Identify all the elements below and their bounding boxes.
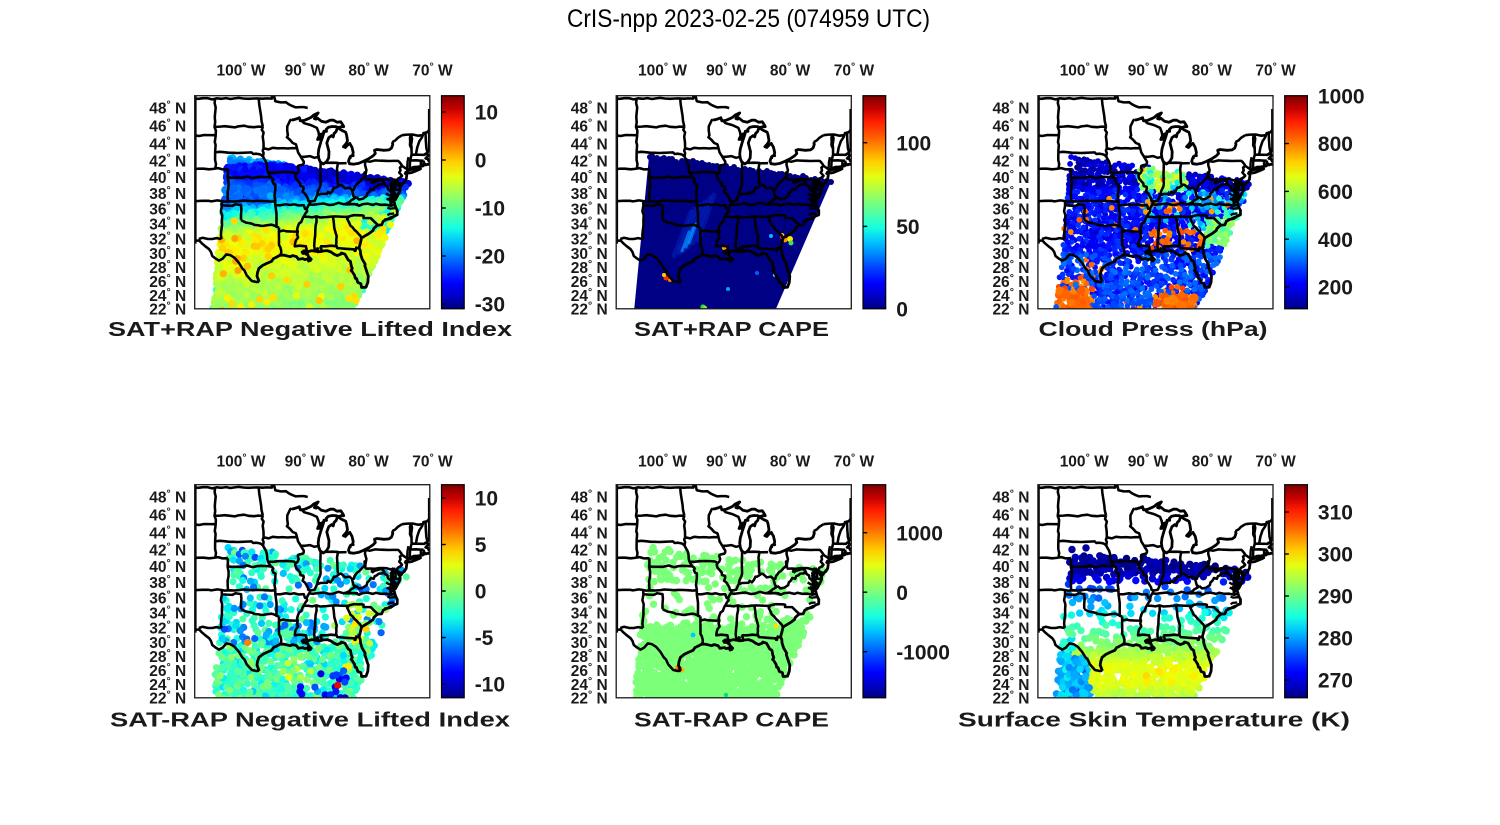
svg-text:70° W: 70° W bbox=[834, 60, 875, 79]
svg-text:24° N: 24° N bbox=[149, 675, 186, 694]
svg-text:100° W: 100° W bbox=[216, 60, 265, 79]
svg-text:30° N: 30° N bbox=[149, 633, 186, 652]
svg-text:0: 0 bbox=[896, 299, 908, 322]
svg-text:24° N: 24° N bbox=[992, 286, 1029, 305]
svg-text:90° W: 90° W bbox=[285, 452, 326, 471]
svg-text:34° N: 34° N bbox=[149, 604, 186, 623]
svg-text:50: 50 bbox=[896, 216, 919, 239]
svg-text:24° N: 24° N bbox=[149, 286, 186, 305]
svg-text:36° N: 36° N bbox=[992, 199, 1029, 218]
svg-text:26° N: 26° N bbox=[149, 661, 186, 680]
svg-text:-10: -10 bbox=[475, 198, 505, 221]
svg-text:0: 0 bbox=[475, 150, 487, 173]
svg-text:34° N: 34° N bbox=[992, 215, 1029, 234]
svg-text:800: 800 bbox=[1318, 133, 1353, 156]
svg-text:44° N: 44° N bbox=[149, 134, 186, 153]
svg-text:CrIS-npp 2023-02-25 (074959 UT: CrIS-npp 2023-02-25 (074959 UTC) bbox=[567, 5, 930, 33]
svg-text:40° N: 40° N bbox=[149, 168, 186, 187]
svg-text:100° W: 100° W bbox=[216, 452, 265, 471]
svg-text:36° N: 36° N bbox=[149, 588, 186, 607]
svg-text:SAT+RAP Negative Lifted Index: SAT+RAP Negative Lifted Index bbox=[108, 318, 513, 341]
svg-text:90° W: 90° W bbox=[1128, 60, 1169, 79]
svg-text:22° N: 22° N bbox=[571, 299, 608, 318]
svg-text:44° N: 44° N bbox=[571, 134, 608, 153]
svg-text:42° N: 42° N bbox=[992, 151, 1029, 170]
svg-text:28° N: 28° N bbox=[992, 258, 1029, 277]
svg-text:44° N: 44° N bbox=[992, 134, 1029, 153]
svg-text:100: 100 bbox=[896, 132, 931, 155]
svg-text:30° N: 30° N bbox=[571, 244, 608, 263]
svg-text:600: 600 bbox=[1318, 181, 1353, 204]
svg-text:-30: -30 bbox=[475, 294, 505, 317]
svg-text:1000: 1000 bbox=[1318, 85, 1365, 108]
svg-text:48° N: 48° N bbox=[149, 487, 186, 506]
svg-text:100° W: 100° W bbox=[1060, 60, 1109, 79]
svg-text:30° N: 30° N bbox=[992, 244, 1029, 263]
svg-text:34° N: 34° N bbox=[571, 215, 608, 234]
svg-text:38° N: 38° N bbox=[149, 184, 186, 203]
svg-text:46° N: 46° N bbox=[992, 117, 1029, 136]
svg-text:46° N: 46° N bbox=[149, 117, 186, 136]
svg-text:22° N: 22° N bbox=[992, 299, 1029, 318]
svg-text:80° W: 80° W bbox=[770, 60, 811, 79]
svg-text:70° W: 70° W bbox=[412, 60, 453, 79]
svg-text:34° N: 34° N bbox=[149, 215, 186, 234]
svg-text:30° N: 30° N bbox=[149, 244, 186, 263]
svg-text:38° N: 38° N bbox=[992, 184, 1029, 203]
svg-text:42° N: 42° N bbox=[149, 151, 186, 170]
svg-text:28° N: 28° N bbox=[149, 647, 186, 666]
svg-text:Cloud Press (hPa): Cloud Press (hPa) bbox=[1039, 318, 1268, 341]
svg-text:SAT+RAP CAPE: SAT+RAP CAPE bbox=[634, 318, 829, 341]
svg-text:32° N: 32° N bbox=[149, 618, 186, 637]
svg-text:28° N: 28° N bbox=[149, 258, 186, 277]
svg-text:42° N: 42° N bbox=[149, 540, 186, 559]
svg-text:28° N: 28° N bbox=[571, 258, 608, 277]
svg-text:-20: -20 bbox=[475, 246, 505, 269]
svg-text:10: 10 bbox=[475, 102, 498, 125]
svg-text:38° N: 38° N bbox=[571, 184, 608, 203]
svg-text:42° N: 42° N bbox=[571, 151, 608, 170]
svg-text:36° N: 36° N bbox=[571, 199, 608, 218]
svg-text:48° N: 48° N bbox=[571, 98, 608, 117]
svg-text:80° W: 80° W bbox=[1192, 60, 1233, 79]
svg-text:70° W: 70° W bbox=[1255, 60, 1296, 79]
svg-text:26° N: 26° N bbox=[571, 272, 608, 291]
svg-text:26° N: 26° N bbox=[149, 272, 186, 291]
svg-text:32° N: 32° N bbox=[149, 229, 186, 248]
svg-text:40° N: 40° N bbox=[149, 557, 186, 576]
svg-text:24° N: 24° N bbox=[571, 286, 608, 305]
svg-text:44° N: 44° N bbox=[149, 523, 186, 542]
svg-text:90° W: 90° W bbox=[285, 60, 326, 79]
svg-text:100° W: 100° W bbox=[638, 60, 687, 79]
svg-text:46° N: 46° N bbox=[149, 506, 186, 525]
svg-text:22° N: 22° N bbox=[149, 688, 186, 707]
svg-text:32° N: 32° N bbox=[571, 229, 608, 248]
svg-text:40° N: 40° N bbox=[992, 168, 1029, 187]
svg-text:80° W: 80° W bbox=[348, 60, 389, 79]
svg-text:46° N: 46° N bbox=[571, 117, 608, 136]
svg-text:200: 200 bbox=[1318, 277, 1353, 300]
svg-text:48° N: 48° N bbox=[149, 98, 186, 117]
svg-text:22° N: 22° N bbox=[149, 299, 186, 318]
svg-text:36° N: 36° N bbox=[149, 199, 186, 218]
svg-text:32° N: 32° N bbox=[992, 229, 1029, 248]
svg-text:40° N: 40° N bbox=[571, 168, 608, 187]
svg-text:400: 400 bbox=[1318, 229, 1353, 252]
svg-text:48° N: 48° N bbox=[992, 98, 1029, 117]
svg-text:26° N: 26° N bbox=[992, 272, 1029, 291]
svg-text:38° N: 38° N bbox=[149, 573, 186, 592]
svg-text:90° W: 90° W bbox=[706, 60, 747, 79]
